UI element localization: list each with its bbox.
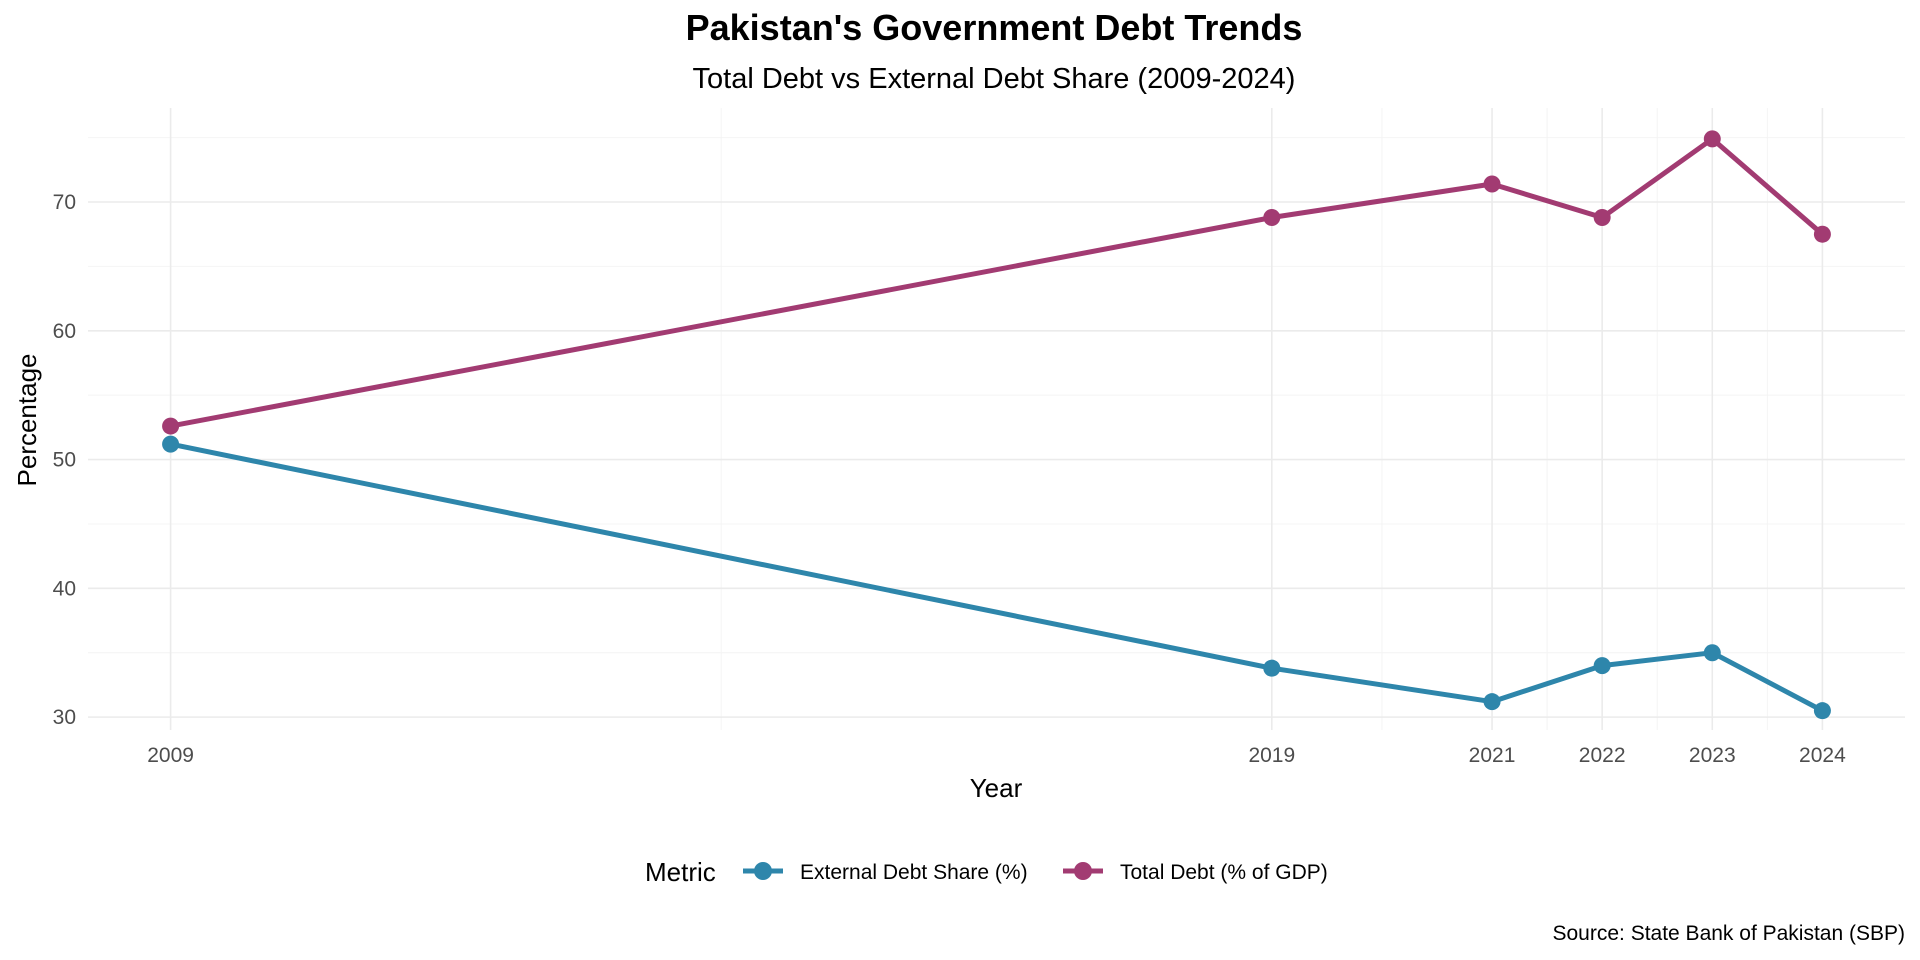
chart-caption: Source: State Bank of Pakistan (SBP) <box>1552 922 1905 945</box>
data-point <box>1703 130 1721 148</box>
chart-subtitle: Total Debt vs External Debt Share (2009-… <box>693 63 1296 95</box>
y-axis-title: Percentage <box>12 354 42 487</box>
series-lines <box>162 130 1831 720</box>
y-tick-label: 50 <box>53 449 76 472</box>
data-point <box>1263 659 1281 677</box>
series-line-0 <box>170 441 1824 713</box>
chart-title: Pakistan's Government Debt Trends <box>686 7 1303 48</box>
data-point <box>1813 225 1831 243</box>
x-axis-title: Year <box>970 773 1023 803</box>
legend-label-total-debt: Total Debt (% of GDP) <box>1120 861 1328 884</box>
x-axis-ticks: 2009 2019 2021 2022 2023 2024 <box>147 744 1846 767</box>
legend-title: Metric <box>645 857 716 887</box>
series-line-1 <box>170 136 1825 429</box>
legend-item-total-debt: Total Debt (% of GDP) <box>1063 861 1328 884</box>
data-point <box>1813 702 1831 720</box>
x-tick-label: 2022 <box>1579 744 1626 767</box>
y-tick-label: 70 <box>53 191 76 214</box>
data-point <box>1263 208 1281 226</box>
data-point <box>1483 693 1501 711</box>
y-tick-label: 40 <box>53 577 76 600</box>
y-axis-ticks: 30 40 50 60 70 <box>53 191 76 729</box>
data-point <box>1483 175 1501 193</box>
data-point <box>162 417 180 435</box>
x-tick-label: 2024 <box>1799 744 1846 767</box>
x-tick-label: 2019 <box>1248 744 1295 767</box>
legend-key-point <box>1074 862 1092 880</box>
grid-lines <box>88 108 1905 730</box>
legend-label-external-debt: External Debt Share (%) <box>800 861 1028 884</box>
x-tick-label: 2009 <box>147 744 194 767</box>
data-point <box>1593 657 1611 675</box>
data-point <box>1593 208 1611 226</box>
y-tick-label: 60 <box>53 320 76 343</box>
data-point <box>1703 644 1721 662</box>
legend-item-external-debt: External Debt Share (%) <box>743 861 1028 884</box>
y-tick-label: 30 <box>53 706 76 729</box>
legend: Metric External Debt Share (%) Total Deb… <box>645 857 1328 887</box>
x-tick-label: 2023 <box>1689 744 1736 767</box>
data-point <box>162 435 180 453</box>
x-tick-label: 2021 <box>1469 744 1516 767</box>
legend-key-point <box>754 862 772 880</box>
